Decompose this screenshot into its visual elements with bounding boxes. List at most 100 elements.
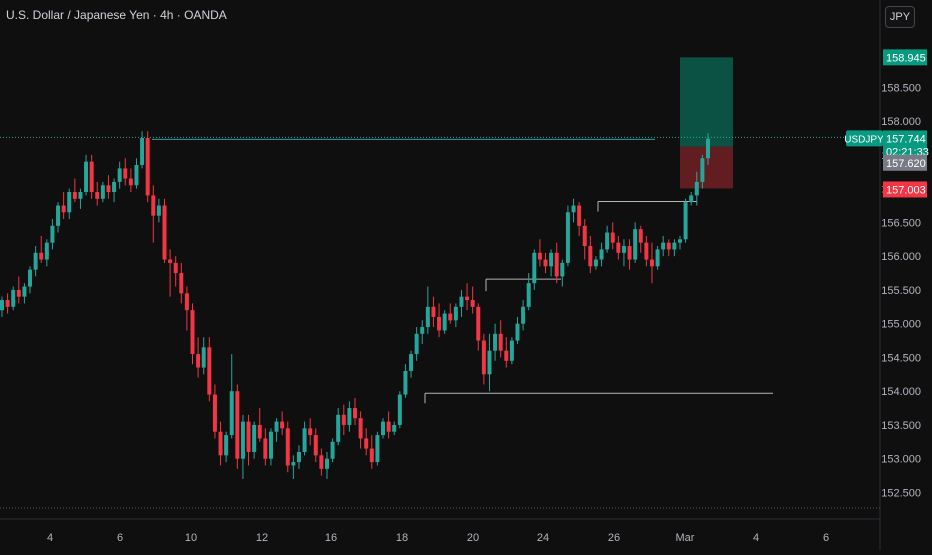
- candle: [397, 391, 402, 429]
- candle: [257, 408, 262, 442]
- candle: [151, 185, 156, 243]
- candle-body: [610, 232, 615, 243]
- candle-body: [364, 438, 369, 449]
- candle-body: [246, 421, 251, 452]
- candle: [694, 171, 699, 206]
- candle: [84, 154, 89, 196]
- candle: [16, 276, 21, 304]
- candle-body: [33, 252, 38, 270]
- candle: [666, 239, 671, 257]
- candle: [341, 404, 346, 436]
- candle-body: [582, 225, 587, 247]
- drawings[interactable]: [0, 136, 880, 404]
- candle-body: [487, 350, 492, 375]
- candle-body: [39, 252, 44, 260]
- candle-body: [425, 306, 430, 328]
- candle-body: [123, 168, 128, 179]
- price-label-bg: [883, 154, 927, 171]
- candle-body: [498, 333, 503, 351]
- candle: [515, 316, 520, 344]
- price-label-take-profit: 158.945: [886, 52, 926, 64]
- candle: [72, 178, 77, 203]
- candle: [61, 192, 66, 220]
- candle-body: [694, 181, 699, 196]
- candle-body: [453, 306, 458, 321]
- currency-button[interactable]: JPY: [885, 6, 915, 28]
- candle-body: [72, 192, 77, 199]
- price-label-bg: [883, 181, 927, 198]
- candle: [358, 411, 363, 449]
- candle: [526, 273, 531, 311]
- candle-body: [409, 354, 414, 371]
- y-tick-label: 155.500: [881, 285, 921, 297]
- candle-body: [201, 347, 206, 368]
- candle-body: [493, 333, 498, 351]
- candle: [128, 168, 133, 193]
- candle-body: [593, 259, 598, 267]
- candle-body: [44, 242, 49, 260]
- candle: [521, 300, 526, 331]
- candle: [308, 418, 313, 446]
- candle: [610, 222, 615, 250]
- candle: [392, 421, 397, 436]
- candle-body: [0, 300, 4, 311]
- candle: [78, 188, 83, 209]
- candle: [313, 428, 318, 463]
- candle-body: [257, 424, 262, 439]
- candle: [554, 242, 559, 284]
- candle-body: [308, 428, 313, 436]
- candle: [403, 364, 408, 398]
- candle: [235, 384, 240, 469]
- candle-body: [515, 323, 520, 341]
- candle: [565, 205, 570, 267]
- candle: [481, 333, 486, 385]
- candle-body: [442, 313, 447, 331]
- y-tick-label: 158.500: [881, 82, 921, 94]
- position-tool[interactable]: [680, 57, 733, 189]
- candle: [162, 198, 167, 263]
- candle-body: [212, 394, 217, 432]
- x-tick-label: 6: [823, 532, 829, 544]
- candle: [425, 286, 430, 334]
- candle-body: [470, 300, 475, 307]
- candle-body: [50, 225, 55, 243]
- last-price-bg: [883, 130, 927, 160]
- x-tick-label: 10: [185, 532, 197, 544]
- candle-body: [100, 185, 105, 199]
- candle-body: [465, 296, 470, 301]
- x-tick-label: 20: [467, 532, 479, 544]
- candle: [649, 242, 654, 284]
- candle-body: [302, 428, 307, 452]
- y-tick-label: 156.000: [881, 251, 921, 263]
- x-tick-label: 6: [117, 532, 123, 544]
- candle: [123, 158, 128, 186]
- candle-body: [151, 195, 156, 216]
- symbol-tag-bg: [846, 130, 883, 147]
- candle: [369, 435, 374, 469]
- candle-body: [633, 229, 638, 260]
- candle: [470, 286, 475, 314]
- candle: [67, 188, 72, 220]
- x-tick-label: 12: [256, 532, 268, 544]
- candle-body: [431, 306, 436, 317]
- x-tick-label: 4: [753, 532, 759, 544]
- candle: [353, 397, 357, 425]
- candles: [0, 131, 710, 479]
- candle: [487, 333, 492, 392]
- candle: [50, 219, 55, 250]
- candle: [347, 401, 352, 432]
- candle-body: [179, 273, 184, 294]
- candle: [453, 303, 458, 328]
- candle-body: [397, 394, 402, 425]
- candle: [274, 418, 279, 442]
- candle-body: [577, 205, 582, 226]
- candle-body: [16, 289, 21, 297]
- candle-body: [414, 333, 419, 355]
- candle-body: [403, 370, 408, 395]
- candle-body: [145, 138, 150, 196]
- candle: [145, 131, 150, 203]
- candle-body: [84, 161, 89, 193]
- candle: [100, 181, 105, 203]
